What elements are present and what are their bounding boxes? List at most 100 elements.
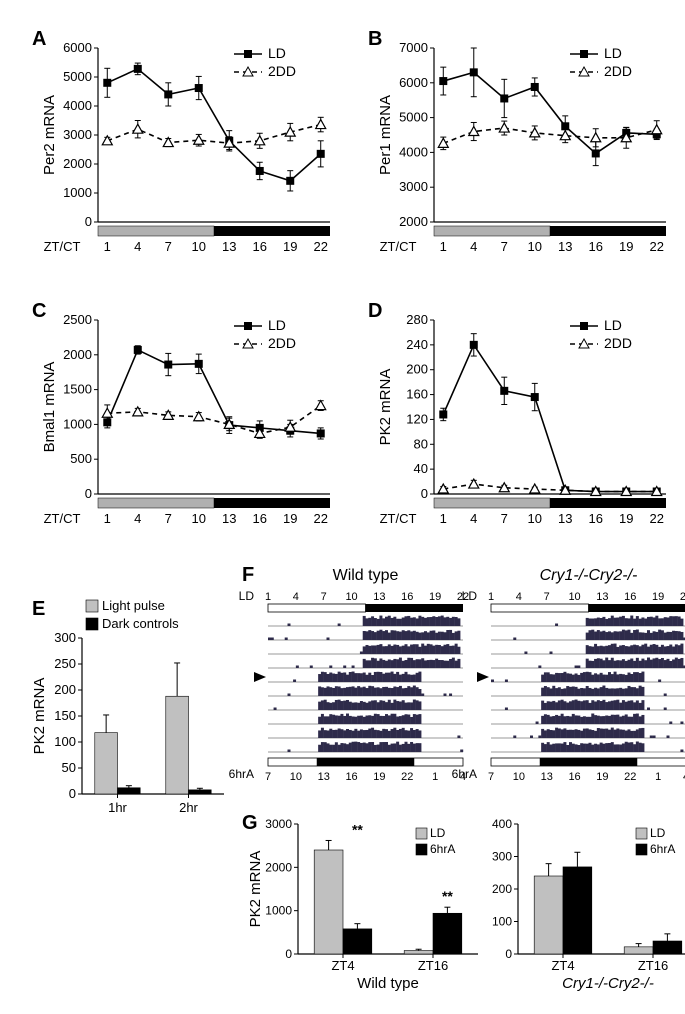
svg-text:ZT/CT: ZT/CT <box>44 511 81 526</box>
svg-text:6hrA: 6hrA <box>650 842 675 856</box>
svg-text:19: 19 <box>596 771 608 783</box>
svg-text:ZT16: ZT16 <box>638 958 668 973</box>
svg-text:10: 10 <box>192 239 206 254</box>
svg-text:Per1 mRNA: Per1 mRNA <box>377 95 394 175</box>
svg-text:1: 1 <box>655 771 661 783</box>
svg-text:22: 22 <box>680 591 685 603</box>
svg-text:200: 200 <box>54 682 76 697</box>
svg-text:13: 13 <box>558 239 572 254</box>
svg-text:16: 16 <box>589 239 603 254</box>
svg-text:50: 50 <box>62 760 76 775</box>
svg-text:16: 16 <box>253 511 267 526</box>
svg-text:19: 19 <box>283 511 297 526</box>
svg-text:22: 22 <box>401 771 413 783</box>
svg-text:7: 7 <box>265 771 271 783</box>
panel-g-chart: 0100020003000PK2 mRNA**ZT4**ZT16Wild typ… <box>250 814 680 1009</box>
svg-text:**: ** <box>442 888 453 904</box>
svg-text:2hr: 2hr <box>179 800 198 815</box>
svg-text:7: 7 <box>501 239 508 254</box>
svg-text:13: 13 <box>318 771 330 783</box>
svg-text:13: 13 <box>222 511 236 526</box>
svg-text:2000: 2000 <box>265 860 292 874</box>
svg-text:1hr: 1hr <box>108 800 127 815</box>
svg-text:4000: 4000 <box>63 98 92 113</box>
svg-text:16: 16 <box>345 771 357 783</box>
svg-text:1: 1 <box>432 771 438 783</box>
svg-text:1500: 1500 <box>63 382 92 397</box>
svg-text:0: 0 <box>85 486 92 501</box>
svg-text:16: 16 <box>568 771 580 783</box>
svg-text:1: 1 <box>104 239 111 254</box>
svg-text:13: 13 <box>596 591 608 603</box>
svg-text:Wild type: Wild type <box>333 567 399 584</box>
svg-text:16: 16 <box>624 591 636 603</box>
svg-text:16: 16 <box>253 239 267 254</box>
svg-text:5000: 5000 <box>63 69 92 84</box>
panel-b-chart: 2000300040005000600070001471013161922ZT/… <box>376 40 676 270</box>
svg-text:Wild type: Wild type <box>357 975 419 992</box>
svg-text:200: 200 <box>492 882 512 896</box>
svg-text:2DD: 2DD <box>604 63 632 79</box>
svg-text:19: 19 <box>619 239 633 254</box>
panel-c-chart: 050010001500200025001471013161922ZT/CTBm… <box>40 312 340 542</box>
svg-text:LD: LD <box>650 826 666 840</box>
panel-d-chart: 040801201602002402801471013161922ZT/CTPK… <box>376 312 676 542</box>
svg-text:LD: LD <box>430 826 446 840</box>
svg-text:PK2 mRNA: PK2 mRNA <box>377 369 394 446</box>
svg-text:ZT/CT: ZT/CT <box>380 239 417 254</box>
svg-text:ZT4: ZT4 <box>551 958 574 973</box>
svg-text:3000: 3000 <box>63 127 92 142</box>
svg-text:10: 10 <box>568 591 580 603</box>
svg-text:22: 22 <box>313 511 327 526</box>
svg-text:LD: LD <box>462 589 478 603</box>
svg-text:240: 240 <box>406 337 428 352</box>
svg-text:500: 500 <box>70 451 92 466</box>
svg-text:PK2 mRNA: PK2 mRNA <box>247 851 264 928</box>
svg-text:2DD: 2DD <box>268 335 296 351</box>
svg-text:22: 22 <box>649 511 663 526</box>
svg-text:19: 19 <box>283 239 297 254</box>
svg-text:LD: LD <box>604 317 622 333</box>
svg-text:LD: LD <box>604 45 622 61</box>
svg-text:Bmal1 mRNA: Bmal1 mRNA <box>41 362 58 453</box>
svg-text:2500: 2500 <box>63 312 92 327</box>
svg-text:4: 4 <box>470 511 477 526</box>
svg-text:13: 13 <box>373 591 385 603</box>
svg-text:13: 13 <box>222 239 236 254</box>
svg-text:1000: 1000 <box>63 416 92 431</box>
svg-text:4: 4 <box>516 591 522 603</box>
svg-text:4: 4 <box>134 239 141 254</box>
svg-text:10: 10 <box>528 511 542 526</box>
svg-text:0: 0 <box>505 947 512 961</box>
svg-text:Cry1-/-Cry2-/-: Cry1-/-Cry2-/- <box>540 567 638 584</box>
svg-text:7: 7 <box>321 591 327 603</box>
svg-text:4000: 4000 <box>399 144 428 159</box>
panel-f-actograms: Wild typeLD14710131619226hrA710131619221… <box>250 566 680 796</box>
svg-text:6hrA: 6hrA <box>452 767 477 781</box>
svg-text:1: 1 <box>440 511 447 526</box>
svg-text:120: 120 <box>406 411 428 426</box>
svg-text:6hrA: 6hrA <box>229 767 254 781</box>
svg-text:19: 19 <box>652 591 664 603</box>
svg-text:4: 4 <box>134 511 141 526</box>
svg-text:0: 0 <box>85 214 92 229</box>
svg-text:1: 1 <box>440 239 447 254</box>
svg-text:LD: LD <box>268 45 286 61</box>
svg-text:1000: 1000 <box>265 904 292 918</box>
svg-text:PK2 mRNA: PK2 mRNA <box>31 678 48 755</box>
svg-text:1: 1 <box>488 591 494 603</box>
svg-text:7000: 7000 <box>399 40 428 55</box>
svg-text:200: 200 <box>406 362 428 377</box>
svg-text:6000: 6000 <box>63 40 92 55</box>
svg-text:3000: 3000 <box>399 179 428 194</box>
svg-text:1000: 1000 <box>63 185 92 200</box>
svg-text:6hrA: 6hrA <box>430 842 455 856</box>
panel-e-chart: 050100150200250300PK2 mRNALight pulseDar… <box>30 590 230 820</box>
svg-text:Per2 mRNA: Per2 mRNA <box>41 95 58 175</box>
svg-text:22: 22 <box>624 771 636 783</box>
svg-text:1: 1 <box>265 591 271 603</box>
svg-text:6000: 6000 <box>399 75 428 90</box>
svg-text:ZT16: ZT16 <box>418 958 448 973</box>
svg-text:ZT/CT: ZT/CT <box>44 239 81 254</box>
svg-text:ZT/CT: ZT/CT <box>380 511 417 526</box>
